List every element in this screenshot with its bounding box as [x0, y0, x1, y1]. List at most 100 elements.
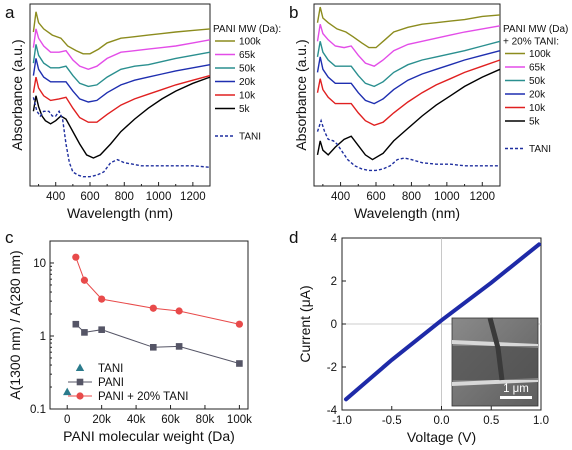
x-axis-label: Wavelength (nm): [67, 205, 173, 221]
y-axis-label: Absorbance (a.u.): [9, 39, 25, 150]
series-line-100k: [316, 6, 501, 49]
legend-label: 100k: [239, 37, 262, 48]
legend-marker: [75, 363, 85, 371]
x-tick-label: -0.5: [382, 415, 402, 427]
series-line-5k: [32, 76, 211, 159]
series-line-65k: [32, 28, 211, 71]
x-tick-label: 400: [46, 191, 65, 203]
series-line-tani: [32, 97, 211, 178]
x-tick-label: 1.0: [533, 415, 549, 427]
y-axis-label: Current (μA): [297, 285, 313, 362]
legend-title: + 20% TANI:: [503, 37, 559, 48]
x-tick-label: 800: [402, 191, 421, 203]
legend-label: PANI + 20% TANI: [98, 391, 188, 403]
x-tick-label: 0.5: [483, 415, 499, 427]
legend-label: 20k: [529, 90, 546, 101]
x-tick-label: 1000: [146, 191, 172, 203]
legend-label: 100k: [529, 49, 552, 60]
inset-gap: [452, 346, 538, 380]
data-point-square: [81, 329, 88, 336]
legend-label: TANI: [98, 363, 123, 375]
series-line-20k: [316, 50, 501, 105]
legend-marker: [76, 378, 84, 386]
panel-a-chart: 400 600 800 1000 1200 Wavelength (nm) Absorban…: [9, 3, 281, 221]
data-point-circle: [98, 295, 106, 303]
series-line-5k: [316, 68, 501, 161]
x-axis-label: Wavelength (nm): [354, 205, 460, 221]
y-tick-label: 0: [331, 319, 337, 331]
legend-label: TANI: [239, 132, 261, 143]
legend-label: 65k: [239, 50, 256, 61]
data-point-triangle: [63, 387, 72, 396]
legend-label: 65k: [529, 63, 546, 74]
legend-label: 50k: [529, 76, 546, 87]
x-tick-label: 600: [80, 191, 99, 203]
series-line-50k: [32, 44, 211, 88]
legend-label: 5k: [529, 117, 541, 128]
x-axis-label: PANI molecular weight (Da): [63, 428, 235, 444]
x-tick-label: 800: [115, 191, 134, 203]
y-axis-label: A(1300 nm) / A(280 nm): [7, 250, 23, 399]
data-point-square: [236, 360, 243, 367]
x-tick-label: 0: [64, 414, 70, 426]
y-tick-label: 2: [331, 276, 337, 288]
series-line-65k: [316, 24, 501, 67]
panel-letter-b: b: [289, 3, 298, 22]
x-tick-label: 0.0: [434, 415, 450, 427]
legend-marker: [76, 392, 84, 400]
data-point-circle: [175, 307, 183, 315]
x-tick-label: -1.0: [332, 415, 352, 427]
legend-title: PANI MW (Da):: [213, 24, 281, 35]
x-tick-label: 40k: [127, 414, 146, 426]
legend-label: 50k: [239, 64, 256, 75]
panel-b-chart: 400 600 800 1000 1200 Wavelength (nm) Absorban…: [293, 3, 568, 221]
series-line-10k: [316, 59, 501, 127]
y-axis-label: Absorbance (a.u.): [293, 39, 309, 150]
x-tick-label: 1200: [469, 191, 495, 203]
x-tick-label: 100k: [227, 414, 252, 426]
series-line-50k: [316, 40, 501, 88]
data-point-square: [98, 326, 105, 333]
x-tick-label: 80k: [196, 414, 215, 426]
x-tick-label: 60k: [161, 414, 180, 426]
legend-label: 5k: [239, 104, 251, 115]
legend-label: 20k: [239, 77, 256, 88]
series-line-10k: [32, 74, 211, 123]
y-tick-label: -2: [327, 362, 337, 374]
x-tick-label: 1200: [180, 191, 206, 203]
panel-d-chart: -1.0 -0.5 0.0 0.5 1.0 -4 -2 0 2 4 Voltage (V) Curre…: [297, 233, 549, 445]
legend-label: PANI: [98, 377, 124, 389]
y-tick-label: 0.1: [30, 404, 46, 416]
panel-letter-d: d: [289, 228, 298, 247]
y-tick-label: 1: [40, 331, 46, 343]
series-line-100k: [32, 11, 211, 55]
data-point-square: [175, 343, 183, 350]
plot-frame: [49, 240, 249, 410]
plot-frame: [29, 3, 211, 187]
x-axis-label: Voltage (V): [407, 429, 476, 445]
plot-frame: [313, 3, 501, 187]
data-point-circle: [235, 320, 243, 328]
legend-label: 10k: [239, 91, 256, 102]
panel-letter-c: c: [5, 228, 14, 247]
series-line: [75, 257, 240, 325]
inset-fiber: [487, 317, 505, 381]
data-point-circle: [72, 253, 80, 261]
inset-scale-label: 1 μm: [503, 383, 529, 395]
legend-title: PANI MW (Da): [503, 24, 568, 35]
panel-c-chart: 0 20k 40k 60k 80k 100k 0.1 1 10 PANI molecular we…: [7, 240, 252, 444]
y-tick-label: -4: [327, 405, 338, 417]
legend-label: 10k: [529, 103, 546, 114]
data-point-circle: [149, 304, 157, 312]
x-tick-label: 400: [331, 191, 350, 203]
x-tick-label: 20k: [92, 414, 111, 426]
y-tick-label: 10: [33, 258, 46, 270]
y-tick-label: 4: [331, 233, 338, 245]
panel-letter-a: a: [5, 3, 15, 22]
legend-label: TANI: [529, 144, 551, 155]
series-line-20k: [32, 58, 211, 103]
iv-curve: [344, 242, 541, 402]
data-point-square: [72, 320, 80, 328]
x-tick-label: 600: [366, 191, 385, 203]
